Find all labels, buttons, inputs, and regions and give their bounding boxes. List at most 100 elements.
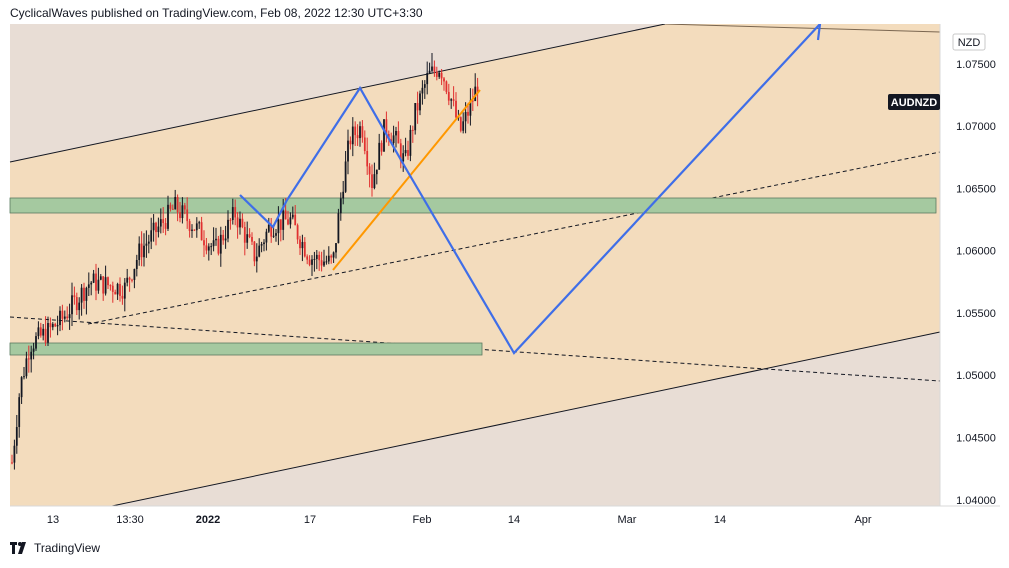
candle-body (97, 279, 100, 291)
candle-body (450, 99, 453, 101)
channel-upper-line[interactable] (9, 23, 666, 163)
candle-body (203, 240, 205, 246)
candle-body (416, 103, 419, 111)
candle-body (155, 222, 157, 233)
candle-body (349, 140, 352, 145)
candle-body (49, 323, 52, 328)
candle-body (385, 119, 388, 135)
candle-body (32, 348, 35, 352)
candle-body (27, 358, 30, 360)
candle-body (270, 224, 273, 237)
candle-body (241, 218, 244, 227)
candle-body (198, 222, 201, 224)
candle-body (308, 259, 311, 265)
candle-body (296, 225, 299, 240)
candle-body (87, 284, 90, 288)
candle-body (109, 285, 112, 287)
candle-body (99, 276, 102, 280)
candle-body (102, 276, 105, 294)
candle-body (193, 229, 196, 231)
candle-body (85, 287, 88, 301)
price-tick-label: 1.05500 (956, 308, 996, 320)
dashed-trendline-mid[interactable] (87, 151, 941, 325)
candle-body (291, 214, 294, 218)
time-tick-label: 13:30 (116, 514, 144, 526)
candle-body (162, 219, 165, 224)
wave-projection-path[interactable] (239, 20, 822, 355)
time-tick-label: Apr (854, 514, 871, 526)
candle-body (284, 210, 287, 220)
candle-body (107, 277, 109, 286)
candle-body (404, 150, 407, 154)
candle-body (20, 377, 23, 398)
candle-body (207, 246, 210, 251)
candle-body (459, 117, 462, 131)
candle-body (224, 238, 227, 241)
candle-body (246, 234, 249, 243)
candle-body (95, 273, 97, 291)
price-tick-label: 1.05000 (956, 370, 996, 382)
candle-body (330, 255, 333, 258)
candles-group (11, 52, 479, 470)
candle-body (306, 256, 309, 260)
candle-body (71, 295, 73, 315)
candle-body (363, 137, 366, 152)
candle-body (11, 462, 13, 464)
candle-body (42, 328, 45, 336)
candle-body (469, 100, 472, 116)
candle-body (188, 221, 191, 231)
candle-body (236, 217, 239, 228)
price-axis[interactable]: 1.07500 1.07000 1.06500 1.06000 1.05500 1.050… (956, 59, 996, 507)
candle-body (279, 219, 282, 230)
footer-brand[interactable]: TradingView (10, 541, 100, 555)
candle-body (335, 243, 337, 253)
candle-body (229, 219, 232, 221)
candle-body (140, 243, 143, 258)
time-tick-label: 17 (304, 514, 316, 526)
candle-body (380, 142, 383, 152)
candle-body (327, 255, 330, 262)
candle-body (443, 78, 445, 82)
candle-body (176, 196, 179, 213)
candle-body (368, 166, 371, 175)
candle-body (471, 100, 474, 102)
publisher-info: CyclicalWaves published on TradingView.c… (10, 6, 423, 20)
candle-body (54, 323, 57, 327)
chart-svg[interactable]: 1.07500 1.07000 1.06500 1.06000 1.05500 1.050… (0, 20, 1009, 538)
orange-trendline[interactable] (332, 89, 481, 271)
candle-body (299, 239, 301, 249)
candle-body (445, 81, 448, 92)
candle-body (392, 135, 395, 143)
lower-support-zone[interactable] (9, 342, 483, 356)
candle-body (75, 297, 78, 311)
candle-body (395, 131, 397, 136)
candle-body (23, 376, 25, 378)
candle-body (116, 283, 119, 295)
candle-body (419, 93, 421, 111)
candle-body (476, 86, 479, 93)
candle-body (313, 258, 316, 260)
candle-body (421, 87, 424, 94)
candle-body (255, 256, 258, 262)
candle-body (251, 236, 253, 242)
candle-body (375, 169, 378, 175)
candle-body (217, 238, 220, 254)
candle-body (191, 229, 193, 231)
price-tick-label: 1.07000 (956, 121, 996, 133)
candle-body (409, 129, 412, 156)
candle-body (339, 198, 342, 214)
price-tick-label: 1.04500 (956, 432, 996, 444)
candle-body (311, 259, 313, 265)
candle-body (212, 240, 215, 247)
dashed-trendline-lower[interactable] (9, 316, 941, 382)
channel-lower-line[interactable] (111, 331, 941, 507)
candle-body (143, 245, 145, 258)
candle-body (423, 84, 426, 88)
price-chart[interactable]: 1.07500 1.07000 1.06500 1.06000 1.05500 1.050… (0, 20, 1009, 538)
candle-body (260, 244, 263, 246)
time-tick-label: Mar (618, 514, 637, 526)
candle-body (282, 210, 285, 230)
time-axis[interactable]: 13 13:30 2022 17 Feb 14 Mar 14 Apr (47, 514, 872, 526)
upper-support-zone[interactable] (9, 197, 937, 214)
candle-body (467, 111, 469, 116)
